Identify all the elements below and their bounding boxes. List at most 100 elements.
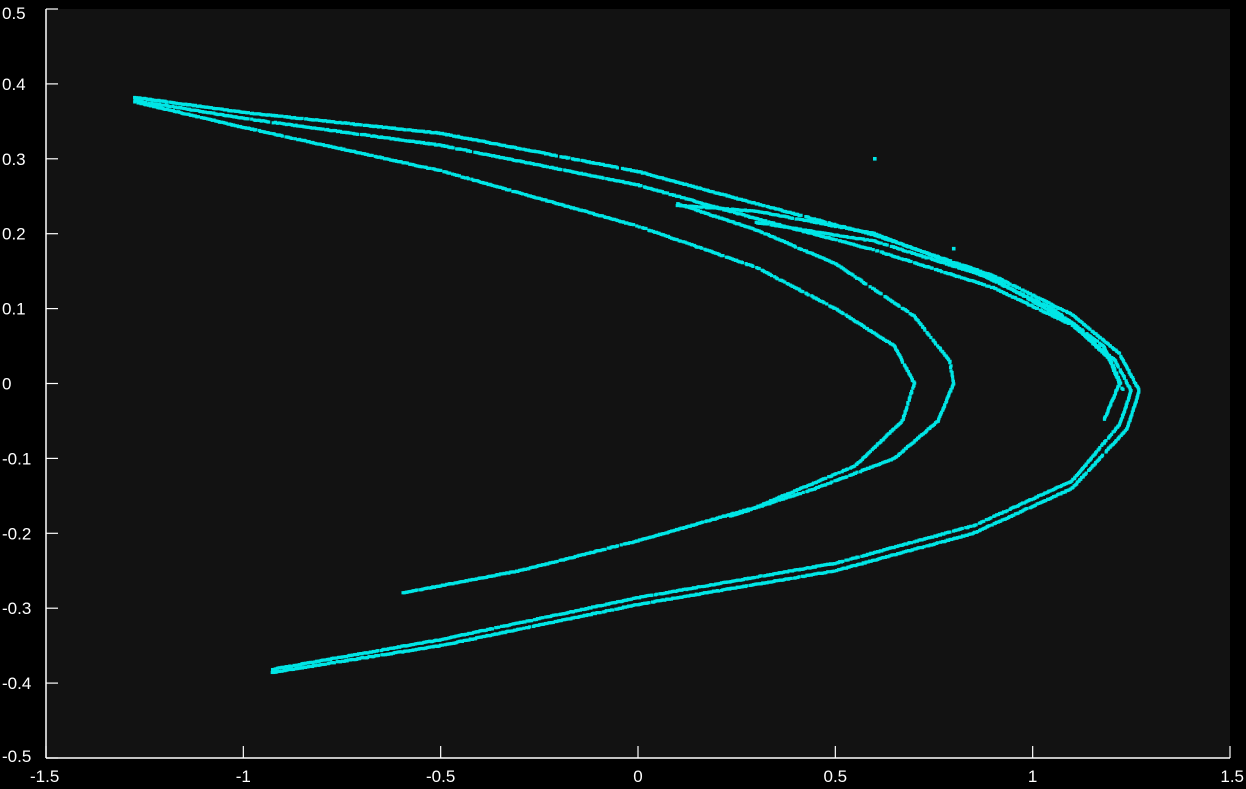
data-point [823, 483, 827, 487]
data-point [634, 183, 638, 187]
data-point [1123, 407, 1127, 411]
data-point [800, 228, 804, 232]
data-point [816, 218, 820, 222]
data-point [195, 104, 199, 108]
data-point [896, 552, 900, 556]
data-point [833, 233, 837, 237]
data-point [650, 600, 655, 604]
data-point [534, 150, 538, 154]
data-point [674, 194, 679, 198]
data-point [805, 490, 809, 494]
data-point [816, 230, 820, 234]
data-point [225, 108, 229, 112]
data-point [972, 524, 976, 528]
data-point [988, 276, 992, 280]
data-point [394, 159, 399, 163]
data-point [606, 602, 611, 606]
data-point [324, 143, 328, 148]
data-point [832, 224, 836, 228]
data-point [613, 601, 617, 605]
data-point [911, 246, 916, 251]
data-point [873, 157, 877, 161]
data-point [783, 280, 787, 284]
data-point [1031, 300, 1035, 304]
data-point [460, 136, 465, 140]
data-point [514, 621, 518, 626]
data-point [737, 260, 741, 264]
data-point [712, 583, 716, 587]
data-point [713, 214, 717, 218]
data-point [146, 103, 151, 107]
data-point [689, 206, 693, 210]
data-point [746, 209, 750, 213]
data-point [635, 224, 639, 228]
data-point [883, 555, 887, 559]
data-point [950, 537, 954, 542]
data-point [781, 570, 785, 574]
data-point [822, 301, 826, 305]
data-point [885, 243, 889, 247]
data-point [419, 129, 423, 133]
data-point [912, 314, 917, 318]
data-point [420, 165, 424, 169]
data-point [172, 101, 176, 105]
data-point [704, 591, 708, 595]
data-point [595, 175, 599, 179]
data-point [1054, 309, 1058, 313]
data-point [976, 272, 980, 276]
data-point [801, 290, 805, 294]
data-point [244, 126, 248, 130]
data-point [768, 500, 772, 504]
data-point [980, 527, 984, 531]
data-point [591, 550, 595, 555]
data-point [803, 574, 807, 578]
data-point [317, 663, 321, 667]
data-point [642, 171, 646, 175]
data-point [690, 243, 694, 247]
data-point [815, 297, 819, 301]
x-tick-label: 1.5 [1220, 767, 1244, 786]
data-point [1056, 317, 1060, 321]
data-point [696, 186, 700, 190]
data-point [674, 527, 679, 532]
data-point [346, 654, 350, 658]
data-point [749, 209, 754, 213]
data-point [910, 376, 914, 380]
data-point [464, 638, 468, 642]
data-point [190, 113, 194, 117]
data-point [525, 619, 529, 623]
data-point [797, 487, 801, 491]
data-point [515, 190, 520, 194]
data-point [573, 170, 577, 174]
data-point [272, 667, 277, 671]
data-point [220, 120, 224, 124]
data-point [199, 116, 204, 120]
data-point [1066, 481, 1070, 485]
data-point [588, 551, 592, 555]
data-point [906, 370, 911, 374]
data-point [449, 133, 453, 137]
data-point [346, 121, 350, 125]
data-point [1027, 499, 1031, 503]
data-point [483, 576, 487, 580]
data-point [920, 250, 924, 254]
data-point [863, 238, 867, 242]
data-point [801, 490, 805, 494]
data-point [709, 518, 713, 522]
data-point [880, 556, 884, 560]
data-point [1111, 364, 1116, 368]
data-point [913, 381, 917, 385]
data-point [302, 665, 306, 669]
x-tick-label: 0 [633, 767, 642, 786]
data-point [327, 128, 331, 132]
data-point [877, 441, 882, 445]
data-point [428, 586, 432, 590]
data-point [786, 495, 791, 499]
data-point [557, 202, 562, 206]
data-point [832, 562, 836, 566]
points-layer [133, 95, 1141, 675]
data-point [944, 271, 948, 275]
data-point [1027, 291, 1031, 295]
data-point [456, 147, 460, 151]
data-point [306, 665, 310, 669]
